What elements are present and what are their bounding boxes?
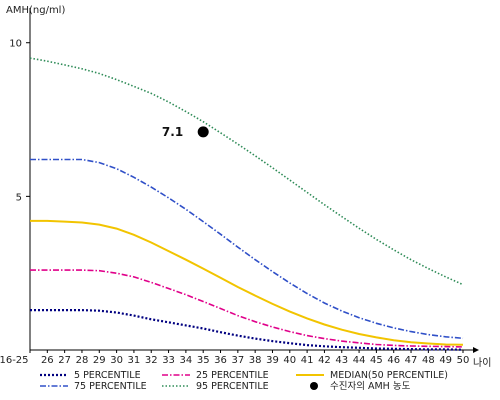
x-tick-label: 16-25	[0, 355, 29, 366]
legend-label: 75 PERCENTILE	[74, 381, 147, 392]
x-axis-arrow-icon	[473, 347, 479, 353]
x-tick-label: 46	[387, 355, 400, 366]
x-tick-label: 32	[145, 355, 158, 366]
x-tick-label: 26	[41, 355, 54, 366]
x-tick-label: 50	[457, 355, 470, 366]
legend: 5 PERCENTILE 25 PERCENTILE MEDIAN(50 PERCE…	[40, 370, 448, 392]
x-tick-label: 40	[283, 355, 296, 366]
x-tick-label: 47	[405, 355, 418, 366]
series-line-75-percentile	[30, 158, 464, 340]
patient-amh-point	[197, 126, 209, 138]
x-tick-label: 44	[353, 355, 366, 366]
series-line-5-percentile	[30, 309, 464, 351]
x-tick-label: 29	[93, 355, 106, 366]
x-tick-label: 43	[335, 355, 348, 366]
x-tick-label: 38	[249, 355, 262, 366]
x-axis-label: 나이	[473, 357, 491, 369]
x-tick-label: 48	[422, 355, 435, 366]
x-tick-label: 31	[128, 355, 141, 366]
x-tick-label: 45	[370, 355, 383, 366]
x-tick-label: 37	[231, 355, 244, 366]
x-tick-label: 39	[266, 355, 279, 366]
x-tick-label: 36	[214, 355, 227, 366]
series-line-95-percentile	[29, 57, 464, 286]
axes: AMH(ng/ml) 나이 5 10 16-25 26 27 28 29 30 31 32 33 34 35…	[0, 5, 491, 369]
x-tick-label: 30	[110, 355, 123, 366]
x-tick-label: 28	[76, 355, 89, 366]
series-layer: 7.1	[29, 57, 464, 351]
legend-label: 95 PERCENTILE	[196, 381, 269, 392]
x-tick-label: 41	[301, 355, 314, 366]
x-tick-label: 35	[197, 355, 210, 366]
series-line-median-50-percentile-	[30, 219, 464, 346]
x-tick-label: 42	[318, 355, 331, 366]
x-tick-label: 34	[180, 355, 193, 366]
patient-amh-value-label: 7.1	[162, 125, 183, 139]
legend-label: 5 PERCENTILE	[74, 370, 141, 381]
legend-label: MEDIAN(50 PERCENTILE)	[330, 370, 448, 381]
legend-label: 수진자의 AMH 농도	[330, 381, 411, 392]
series-line-25-percentile	[30, 269, 464, 348]
legend-swatch-point	[310, 382, 318, 390]
x-tick-label: 33	[162, 355, 175, 366]
y-tick-label: 10	[9, 39, 22, 50]
y-tick-label: 5	[16, 192, 22, 203]
y-axis-label: AMH(ng/ml)	[6, 5, 65, 16]
x-tick-label: 49	[439, 355, 452, 366]
x-tick-label: 27	[58, 355, 71, 366]
legend-label: 25 PERCENTILE	[196, 370, 269, 381]
